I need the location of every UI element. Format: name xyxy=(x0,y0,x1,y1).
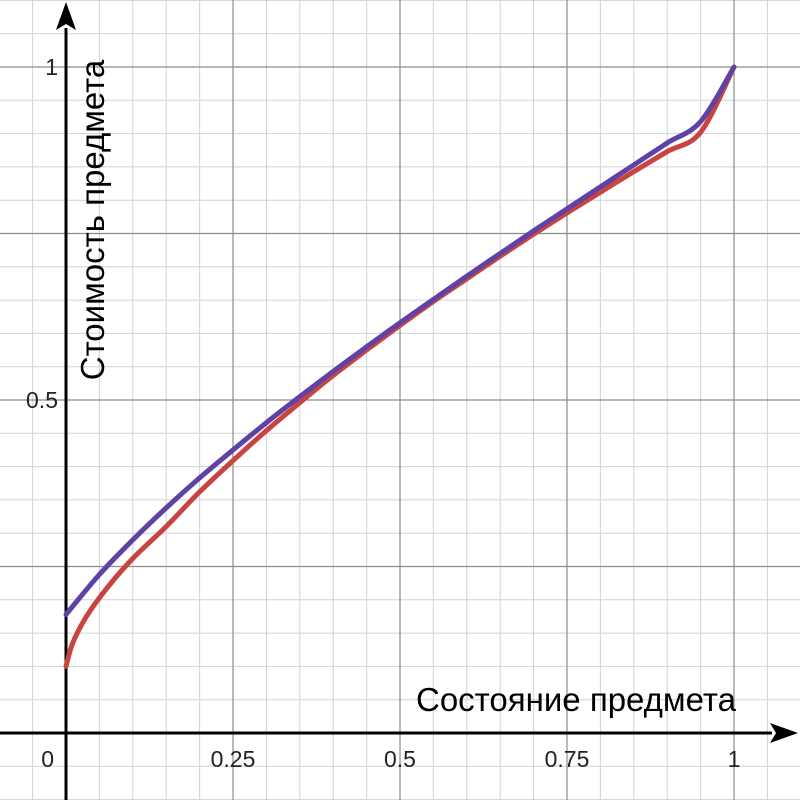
tick-labels: 0.25 0.5 0.75 1 0.5 1 0 xyxy=(26,54,740,772)
series-line-1 xyxy=(63,64,737,669)
x-axis-arrow xyxy=(770,723,798,743)
origin-label: 0 xyxy=(41,746,54,772)
x-tick-label: 0.25 xyxy=(211,746,256,772)
y-tick-label: 1 xyxy=(45,54,58,80)
y-axis-title: Стоимость предмета xyxy=(74,59,111,380)
y-axis-arrow xyxy=(56,2,76,30)
y-tick-label: 0.5 xyxy=(26,387,58,413)
x-tick-label: 0.5 xyxy=(384,746,416,772)
x-axis-title: Состояние предмета xyxy=(416,681,737,718)
x-tick-label: 0.75 xyxy=(545,746,590,772)
series-layer xyxy=(63,64,737,669)
series-line-2 xyxy=(63,64,737,617)
x-tick-label: 1 xyxy=(728,746,741,772)
